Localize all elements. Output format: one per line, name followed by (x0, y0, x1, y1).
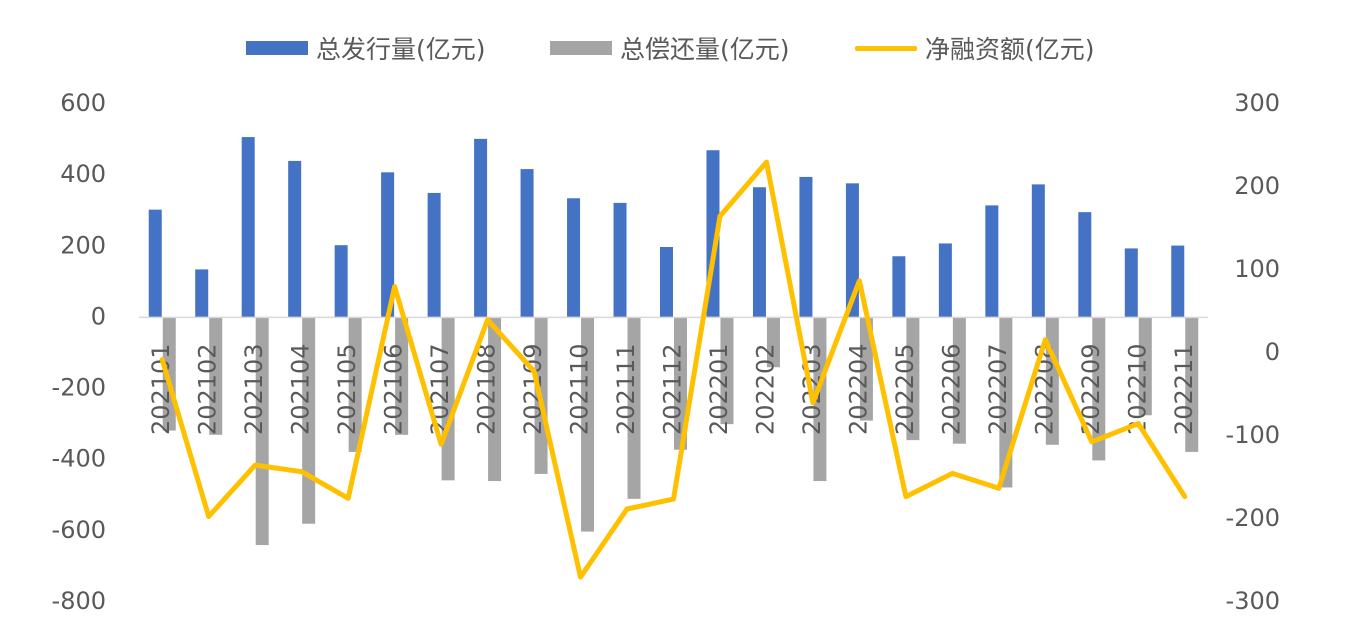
issuance-bar (567, 198, 581, 318)
repayment-bar (906, 317, 920, 441)
issuance-bar (1124, 248, 1138, 318)
legend-item-repayment: 总偿还量(亿元) (550, 28, 790, 68)
issuance-bar (427, 192, 441, 318)
repayment-bar (255, 317, 269, 546)
issuance-bar (799, 176, 813, 318)
repayment-bar (1138, 317, 1152, 416)
issuance-bar (938, 243, 952, 318)
x-tick-label: 202106 (380, 343, 408, 435)
legend-swatch-repayment (550, 41, 612, 55)
x-tick-label: 202110 (566, 343, 594, 435)
legend-item-net-financing: 净融资额(亿元) (855, 28, 1095, 68)
x-tick-label: 202205 (891, 343, 919, 435)
repayment-bar (1092, 317, 1106, 461)
legend-label-repayment: 总偿还量(亿元) (620, 35, 790, 64)
repayment-bar (859, 317, 873, 421)
y-right-tick-label: 300 (1234, 89, 1280, 117)
repayment-bar (720, 317, 734, 425)
x-tick-label: 202206 (937, 343, 965, 435)
issuance-bar (1031, 184, 1045, 318)
y-left-tick-label: -800 (52, 587, 106, 615)
legend-swatch-net-financing (855, 45, 917, 51)
issuance-bar (195, 269, 209, 318)
repayment-bar (581, 317, 595, 532)
repayment-bar (766, 317, 780, 368)
y-right-tick-label: 0 (1265, 338, 1280, 366)
x-tick-label: 202204 (844, 343, 872, 435)
issuance-bar (613, 202, 627, 318)
issuance-bar (1171, 245, 1185, 318)
x-tick-label: 202210 (1123, 343, 1151, 435)
x-tick-label: 202104 (287, 343, 315, 435)
y-right-tick-label: -100 (1226, 421, 1280, 449)
repayment-bar (999, 317, 1013, 488)
x-tick-label: 202207 (984, 343, 1012, 435)
x-tick-label: 202202 (751, 343, 779, 435)
legend-label-net-financing: 净融资额(亿元) (925, 35, 1095, 64)
x-tick-label: 202111 (612, 343, 640, 435)
y-right-tick-label: 100 (1234, 255, 1280, 283)
issuance-bar (1078, 212, 1092, 318)
issuance-bar (288, 160, 302, 318)
repayment-bar (627, 317, 641, 499)
y-right-tick-label: 200 (1234, 172, 1280, 200)
repayment-bar (209, 317, 223, 435)
repayment-bar (813, 317, 827, 482)
y-left-tick-label: 0 (91, 302, 106, 330)
repayment-bar (488, 317, 502, 482)
issuance-bar (334, 245, 348, 318)
x-tick-label: 202105 (333, 343, 361, 435)
net-financing-line (159, 159, 1188, 580)
repayment-bar (395, 317, 409, 435)
y-right-tick-label: -200 (1226, 504, 1280, 532)
issuance-bar (985, 205, 999, 318)
legend-item-issuance: 总发行量(亿元) (246, 28, 486, 68)
x-tick-label: 202102 (194, 343, 222, 435)
issuance-bar (241, 137, 255, 318)
y-left-tick-label: -200 (52, 374, 106, 402)
repayment-bar (674, 317, 687, 450)
issuance-bar (752, 187, 766, 318)
y-left-tick-label: 400 (60, 160, 106, 188)
issuance-bar (474, 138, 488, 318)
x-tick-label: 202108 (473, 343, 501, 435)
issuance-bar (892, 256, 906, 318)
repayment-bar (952, 317, 966, 444)
issuance-bar (520, 169, 534, 318)
issuance-bar (660, 246, 673, 318)
x-tick-label: 202112 (659, 343, 687, 435)
y-right-tick-label: -300 (1226, 587, 1280, 615)
chart-legend: 总发行量(亿元) 总偿还量(亿元) 净融资额(亿元) (0, 28, 1345, 68)
repayment-bar (348, 317, 362, 452)
legend-label-issuance: 总发行量(亿元) (316, 35, 486, 64)
x-tick-label: 202211 (1170, 343, 1198, 435)
y-left-tick-label: -600 (52, 516, 106, 544)
x-tick-label: 202103 (240, 343, 268, 435)
x-tick-label: 202201 (705, 343, 733, 435)
legend-swatch-issuance (246, 41, 308, 55)
issuance-bar (148, 209, 162, 318)
issuance-bar (381, 172, 395, 318)
y-left-tick-label: -400 (52, 445, 106, 473)
repayment-bar (1185, 317, 1199, 452)
y-left-tick-label: 600 (60, 89, 106, 117)
y-left-tick-label: 200 (60, 231, 106, 259)
